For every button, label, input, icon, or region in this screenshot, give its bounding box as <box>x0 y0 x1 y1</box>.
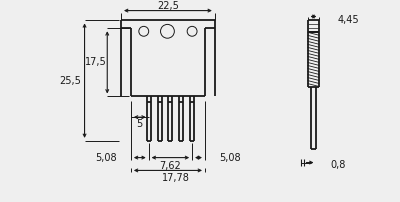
Text: 5: 5 <box>137 119 143 129</box>
Text: 4,45: 4,45 <box>337 15 359 25</box>
Text: 0,8: 0,8 <box>330 160 346 169</box>
Text: 17,78: 17,78 <box>162 173 190 183</box>
Text: 7,62: 7,62 <box>160 161 181 171</box>
Text: 5,08: 5,08 <box>219 153 240 163</box>
Text: 5,08: 5,08 <box>96 153 117 163</box>
Text: 22,5: 22,5 <box>157 1 179 11</box>
Text: 25,5: 25,5 <box>59 76 81 86</box>
Text: 17,5: 17,5 <box>84 57 106 67</box>
